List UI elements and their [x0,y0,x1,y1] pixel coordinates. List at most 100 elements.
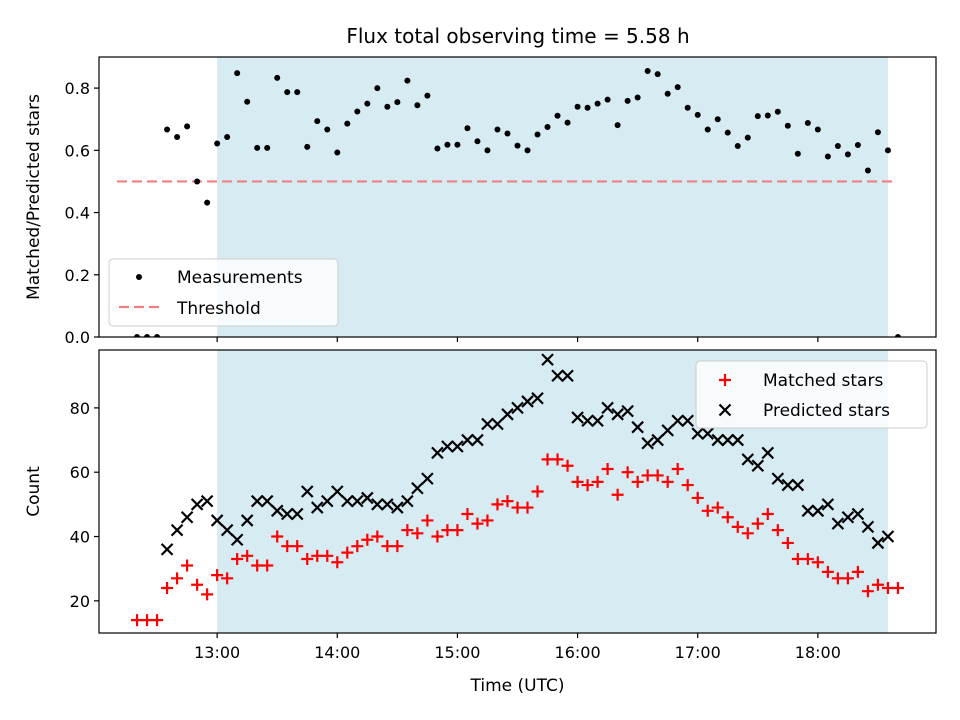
matched-stars-point [871,578,884,591]
matched-stars-point [761,508,774,521]
predicted-stars-point [621,404,634,418]
predicted-stars-point [551,369,564,383]
matched-stars-point [131,614,144,627]
matched-stars-point [201,588,214,601]
predicted-stars-point [230,533,244,547]
x-tick-label: 16:00 [555,643,601,662]
measurement-point [874,129,881,136]
predicted-stars-point [280,507,294,521]
predicted-stars-point [170,523,184,537]
matched-stars-point [881,581,894,594]
predicted-stars-point [411,482,424,495]
predicted-stars-point [371,498,384,511]
x-axis-label: Time (UTC) [470,676,565,696]
measurement-point [144,334,151,337]
matched-stars-point [491,498,504,511]
matched-stars-point [551,453,564,466]
predicted-stars-point [531,391,544,405]
matched-stars-point [651,469,664,482]
predicted-stars-point [300,485,314,498]
predicted-stars-point [451,440,464,453]
matched-stars-point [401,524,414,537]
matched-stars-point [821,565,834,578]
measurement-point [574,103,581,110]
y-tick-label: 40 [70,528,90,547]
predicted-stars-point [681,414,694,428]
matched-stars-point [741,527,754,540]
measurement-point [684,104,691,111]
matched-stars-point [621,466,634,479]
matched-stars-point [521,501,534,514]
predicted-stars-point [661,424,674,437]
matched-stars-point [831,572,844,585]
y-tick-label: 0.8 [65,79,90,98]
predicted-stars-point [381,498,394,511]
matched-stars-point [481,514,494,527]
matched-stars-point [891,581,904,594]
matched-stars-point [811,556,824,569]
predicted-stars-point [781,478,795,492]
legend-label-matched: Matched stars [763,371,883,391]
matched-stars-point [301,553,314,566]
measurement-point [554,112,561,119]
matched-stars-point [391,540,404,553]
measurement-point [854,142,861,149]
predicted-stars-point [691,427,704,440]
series-matched-stars [131,453,904,627]
measurement-point [284,89,291,96]
y-axis-label: Matched/Predicted stars [24,94,44,300]
matched-stars-point [241,549,254,562]
measurement-point [494,126,501,133]
predicted-stars-point [571,411,584,424]
measurement-point [354,108,361,115]
measurement-point [614,122,621,129]
predicted-stars-point [821,498,835,511]
x-tick-label: 17:00 [675,643,721,662]
predicted-stars-point [461,433,474,447]
predicted-stars-point [341,494,354,508]
measurement-point [804,119,811,126]
measurement-point [294,89,301,96]
y-tick-label: 20 [70,592,90,611]
predicted-stars-point [791,478,805,492]
top-panel: 0.0 0.2 0.4 0.6 0.8 Matched/Predicted stars Me… [24,56,937,347]
chart-title: Flux total observing time = 5.58 h [346,24,689,48]
matched-stars-point [641,469,654,482]
predicted-stars-point [501,408,514,421]
measurement-point [794,150,801,157]
measurement-point [694,111,701,118]
legend-label-measurements: Measurements [177,268,303,288]
measurement-point [424,92,431,99]
predicted-stars-point [220,523,234,537]
matched-stars-point [711,501,724,514]
matched-stars-point [181,559,194,572]
matched-stars-point [431,530,444,543]
legend-measurement-marker [136,274,142,280]
measurement-point [454,141,461,148]
matched-stars-point [441,524,454,537]
measurement-point [374,85,381,92]
measurement-point [884,147,891,154]
measurement-point [514,142,521,149]
matched-stars-point [801,553,814,566]
measurement-point [504,130,511,137]
predicted-stars-point [210,514,224,527]
measurement-point [674,84,681,91]
series-measurements [134,68,901,337]
x-tick-label: 13:00 [194,643,240,662]
matched-stars-point [251,559,264,572]
predicted-stars-point [310,501,324,514]
measurement-point [824,153,831,160]
predicted-stars-point [711,433,725,447]
legend-predicted-marker [718,403,732,417]
matched-stars-point [381,540,394,553]
measurement-point [164,126,171,133]
predicted-stars-point [801,504,815,518]
measurement-point [394,99,401,106]
matched-stars-point [371,530,384,543]
matched-stars-point [341,546,354,559]
matched-stars-point [771,524,784,537]
matched-stars-point [541,453,554,466]
matched-stars-point [721,511,734,524]
matched-stars-point [751,517,764,530]
